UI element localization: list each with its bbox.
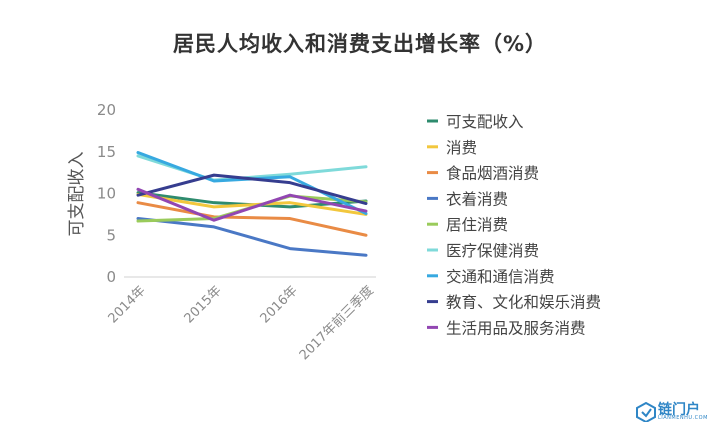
logo-icon [636, 402, 656, 422]
logo-text: 链门户 [658, 402, 700, 418]
x-tick-label: 2016年 [258, 283, 301, 326]
series-line [136, 217, 368, 257]
legend-label: 教育、文化和娱乐消费 [446, 294, 601, 312]
y-tick-label: 10 [97, 185, 116, 203]
series-line [136, 192, 368, 216]
x-tick-label: 2017年前三季度 [296, 283, 377, 364]
legend-label: 可支配收入 [446, 113, 524, 131]
series-line [136, 154, 368, 182]
series-line [136, 173, 368, 206]
y-tick-label: 20 [97, 101, 116, 119]
legend-label: 生活用品及服务消费 [446, 319, 586, 337]
chart-title: 居民人均收入和消费支出增长率（%） [172, 32, 548, 56]
legend-label: 衣着消费 [446, 190, 508, 208]
series-line [136, 187, 368, 222]
series-line [136, 201, 368, 237]
y-tick-label: 0 [106, 268, 116, 286]
x-tick-label: 2014年 [106, 283, 149, 326]
y-tick-label: 5 [106, 226, 116, 244]
legend-label: 医疗保健消费 [446, 242, 539, 260]
y-axis-title: 可支配收入 [67, 152, 87, 237]
legend-label: 消费 [446, 139, 477, 157]
legend-label: 交通和通信消费 [446, 268, 555, 286]
legend-label: 居住消费 [446, 216, 508, 234]
x-tick-label: 2015年 [182, 283, 225, 326]
logo-subtext: LIANMENHU.COM [658, 415, 708, 421]
site-logo: 链门户 LIANMENHU.COM [636, 400, 716, 424]
legend-label: 食品烟酒消费 [446, 165, 539, 183]
y-tick-label: 15 [97, 143, 116, 161]
